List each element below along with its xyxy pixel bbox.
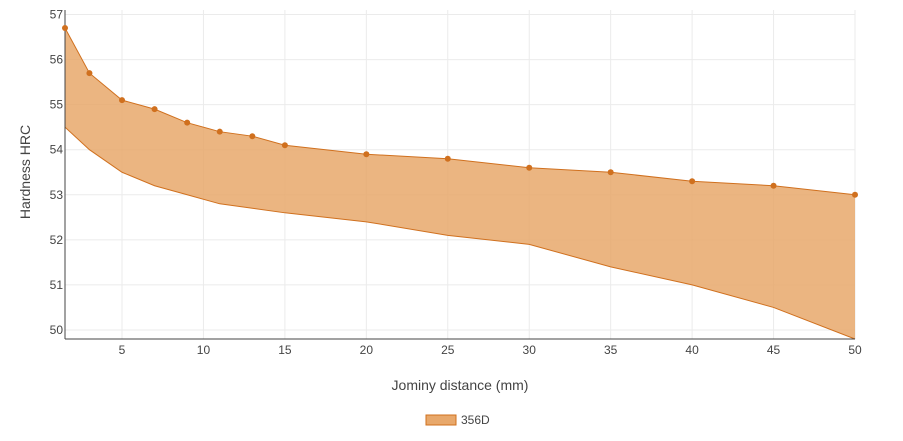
data-point[interactable] bbox=[689, 178, 696, 185]
tick-labels: 5 10 15 20 25 30 35 40 45 50 50 51 52 53 54 55 56 57 bbox=[50, 8, 862, 357]
data-point[interactable] bbox=[607, 169, 614, 176]
y-tick-label: 51 bbox=[50, 278, 64, 292]
x-tick-label: 30 bbox=[523, 343, 537, 357]
x-tick-label: 35 bbox=[604, 343, 618, 357]
data-point[interactable] bbox=[281, 142, 288, 149]
x-tick-label: 25 bbox=[441, 343, 455, 357]
y-tick-label: 55 bbox=[50, 98, 64, 112]
x-tick-label: 15 bbox=[278, 343, 292, 357]
x-tick-label: 50 bbox=[848, 343, 862, 357]
x-tick-label: 40 bbox=[685, 343, 699, 357]
series-band-fill bbox=[65, 28, 855, 339]
x-tick-label: 20 bbox=[360, 343, 374, 357]
data-point[interactable] bbox=[216, 128, 223, 135]
axes bbox=[64, 10, 855, 340]
data-point[interactable] bbox=[852, 191, 858, 198]
data-point[interactable] bbox=[62, 25, 68, 32]
y-tick-label: 52 bbox=[50, 233, 64, 247]
x-tick-label: 10 bbox=[197, 343, 211, 357]
x-axis-title: Jominy distance (mm) bbox=[392, 377, 529, 393]
data-point[interactable] bbox=[249, 133, 256, 140]
data-point[interactable] bbox=[119, 97, 126, 104]
data-point[interactable] bbox=[770, 182, 777, 189]
y-tick-label: 56 bbox=[50, 53, 64, 67]
data-points bbox=[62, 25, 858, 198]
y-tick-label: 53 bbox=[50, 188, 64, 202]
data-point[interactable] bbox=[363, 151, 370, 158]
y-tick-label: 54 bbox=[50, 143, 64, 157]
data-point[interactable] bbox=[526, 164, 533, 171]
x-tick-label: 5 bbox=[119, 343, 126, 357]
legend[interactable]: 356D bbox=[425, 413, 490, 427]
data-point[interactable] bbox=[86, 70, 93, 77]
data-point[interactable] bbox=[184, 119, 191, 126]
y-axis-title: Hardness HRC bbox=[17, 125, 33, 219]
data-point[interactable] bbox=[444, 155, 451, 162]
y-tick-label: 50 bbox=[50, 323, 64, 337]
legend-swatch bbox=[425, 414, 457, 426]
series-area-layer bbox=[64, 27, 856, 340]
x-tick-label: 45 bbox=[767, 343, 781, 357]
data-point[interactable] bbox=[151, 106, 158, 113]
series-lower-line bbox=[64, 126, 856, 340]
y-tick-label: 57 bbox=[50, 8, 64, 22]
legend-label: 356D bbox=[461, 413, 490, 427]
